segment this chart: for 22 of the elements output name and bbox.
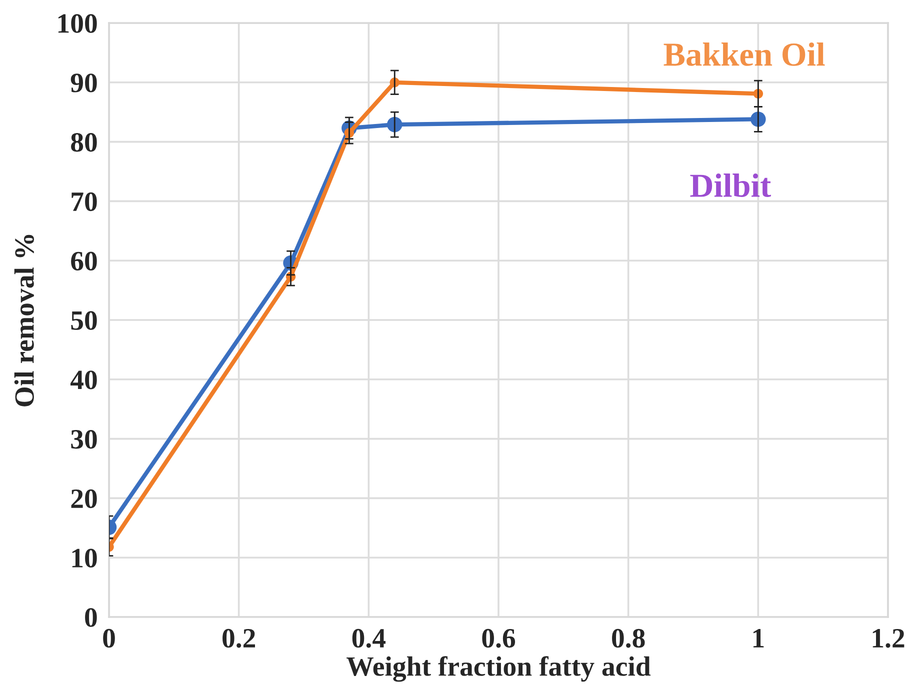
series-label: Bakken Oil	[664, 42, 825, 66]
x-tick-label: 1.2	[872, 628, 904, 648]
y-tick-label: 40	[70, 370, 97, 390]
x-tick-label: 1	[753, 629, 764, 648]
y-tick-label: 60	[71, 252, 97, 271]
y-axis-title: Oil removal %	[14, 234, 34, 406]
x-tick-label: 0.4	[352, 628, 386, 648]
x-tick-label: 0	[103, 628, 115, 648]
y-tick-label: 20	[71, 489, 97, 508]
y-tick-label: 30	[71, 430, 97, 449]
series-label: Dilbit	[690, 174, 771, 198]
y-tick-label: 50	[71, 311, 97, 330]
y-tick-label: 80	[71, 132, 97, 152]
x-tick-label: 0.8	[612, 628, 645, 648]
y-tick-label: 0	[85, 608, 97, 627]
y-tick-label: 10	[72, 548, 97, 568]
y-tick-label: 90	[70, 74, 97, 92]
x-axis-title: Weight fraction fatty acid	[346, 656, 651, 682]
x-tick-label: 0.2	[222, 628, 255, 648]
y-tick-label: 100	[58, 14, 97, 33]
y-tick-label: 70	[72, 192, 97, 212]
x-tick-label: 0.6	[482, 628, 516, 648]
